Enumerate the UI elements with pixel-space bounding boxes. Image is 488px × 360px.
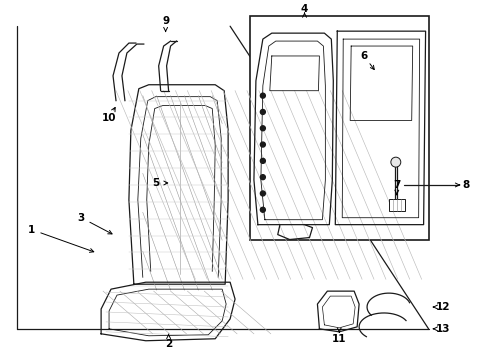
Circle shape <box>260 93 265 98</box>
Text: 4: 4 <box>300 4 307 14</box>
Text: 6: 6 <box>360 51 367 61</box>
Bar <box>249 16 427 239</box>
Text: 11: 11 <box>331 334 346 344</box>
Text: 8: 8 <box>462 180 469 190</box>
Circle shape <box>390 157 400 167</box>
Circle shape <box>260 175 265 180</box>
Text: 3: 3 <box>78 213 85 223</box>
Bar <box>388 199 404 211</box>
Text: 13: 13 <box>435 324 450 334</box>
Text: 10: 10 <box>102 113 116 123</box>
Text: 2: 2 <box>164 339 172 349</box>
Circle shape <box>260 109 265 114</box>
Circle shape <box>260 142 265 147</box>
Circle shape <box>260 191 265 196</box>
Circle shape <box>260 158 265 163</box>
Text: 7: 7 <box>392 180 400 190</box>
Text: 1: 1 <box>28 225 35 235</box>
Circle shape <box>260 126 265 131</box>
Text: 5: 5 <box>152 178 159 188</box>
Circle shape <box>260 207 265 212</box>
Text: 12: 12 <box>435 302 450 312</box>
Text: 9: 9 <box>162 16 169 26</box>
